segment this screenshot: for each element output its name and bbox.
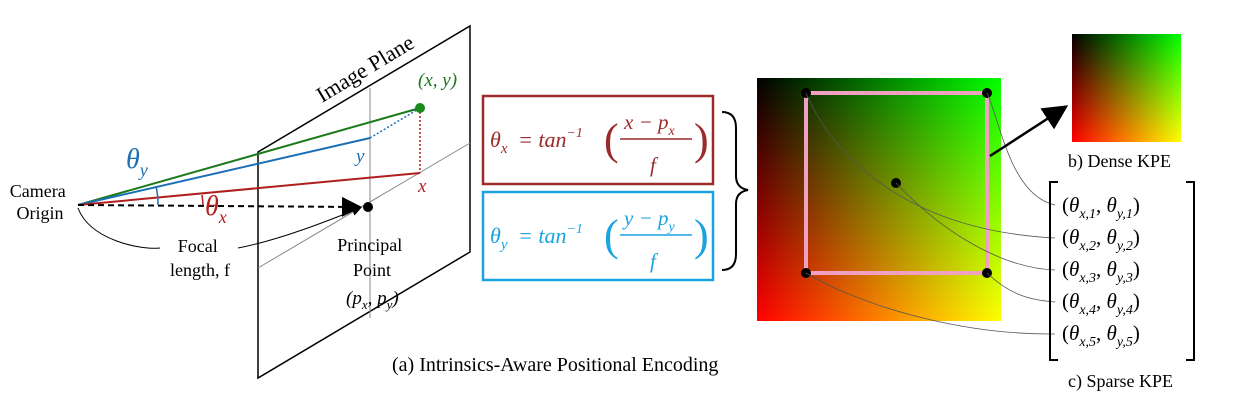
eq-x-denominator: f	[650, 153, 659, 177]
eq-y-denominator: f	[650, 249, 659, 273]
curly-brace	[721, 111, 749, 271]
theta-y-arc	[155, 185, 159, 206]
focal-length-curve	[77, 207, 161, 249]
theta-x-label: θx	[205, 191, 227, 227]
sparse-kpe-entry: (θx,1, θy,1)	[1062, 193, 1140, 222]
eq-y-func: = tan−1	[518, 222, 583, 248]
dense-caption: b) Dense KPE	[1068, 151, 1171, 172]
focal-length-label: Focal length, f	[170, 236, 230, 280]
eq-y-numerator: y − py	[622, 206, 676, 235]
eq-y-paren-left: (	[604, 211, 619, 260]
sparse-link-2	[805, 92, 1056, 239]
sparse-list: (θx,1, θy,1) (θx,2, θy,2) (θx,3, θy,3) (θx,…	[1062, 193, 1140, 350]
encoding-map	[757, 78, 1056, 335]
sparse-kpe-entry: (θx,2, θy,2)	[1062, 225, 1140, 254]
sparse-kpe-entry: (θx,3, θy,3)	[1062, 257, 1140, 286]
ray-green	[77, 107, 421, 206]
dense-kpe: b) Dense KPE	[1068, 34, 1181, 172]
image-point-label: (x, y)	[418, 70, 457, 91]
eq-x-paren-left: (	[604, 115, 619, 164]
equation-box-x	[481, 94, 715, 186]
image-plane-label: Image Plane	[312, 30, 419, 108]
eq-x-paren-right: )	[694, 115, 709, 164]
x-label: x	[417, 176, 427, 197]
crop-box	[804, 91, 989, 275]
camera-model: Image Plane (x, y) θy θx y x Camera	[10, 24, 471, 380]
focal-length-curve-2	[237, 206, 362, 249]
camera-origin-label: Camera Origin	[10, 181, 70, 223]
sparse-link-4	[986, 272, 1056, 303]
equation-theta-x: θx = tan−1 ( x − px f )	[481, 94, 715, 186]
optical-axis	[77, 196, 362, 217]
sparse-kpe-entry: (θx,5, θy,5)	[1062, 321, 1140, 350]
equation-box-y	[481, 190, 715, 282]
y-label: y	[354, 146, 365, 167]
main-caption: (a) Intrinsics-Aware Positional Encoding	[392, 354, 718, 376]
sparse-link-5	[805, 272, 1056, 335]
ray-red	[77, 172, 421, 206]
eq-x-func: = tan−1	[518, 126, 583, 152]
sparse-bracket-right	[1186, 181, 1195, 361]
eq-x-numerator: x − px	[623, 110, 676, 139]
principal-point	[363, 202, 373, 212]
eq-x-lhs: θx	[490, 127, 508, 157]
sparse-link-3	[895, 182, 1056, 271]
dense-gradient-v	[1072, 34, 1181, 142]
dense-arrow	[989, 105, 1069, 158]
ray-blue	[77, 137, 371, 206]
principal-point-coords: (px, py)	[346, 288, 399, 312]
sparse-kpe-entry: (θx,4, θy,4)	[1062, 289, 1140, 318]
image-plane	[257, 24, 471, 380]
image-point	[415, 103, 425, 113]
eq-y-paren-right: )	[694, 211, 709, 260]
encoding-gradient-v	[757, 78, 1001, 321]
sparse-link-1	[986, 92, 1056, 206]
eq-y-lhs: θy	[490, 223, 508, 253]
sparse-kpe: (θx,1, θy,1) (θx,2, θy,2) (θx,3, θy,3) (θx,…	[1049, 181, 1195, 392]
theta-y-label: θy	[126, 144, 148, 180]
sparse-bracket-left	[1049, 181, 1058, 361]
proj-blue	[369, 107, 421, 139]
principal-point-label: Principal Point	[337, 235, 407, 280]
theta-x-arc	[201, 194, 204, 206]
equation-theta-y: θy = tan−1 ( y − py f )	[481, 190, 715, 282]
sparse-caption: c) Sparse KPE	[1068, 371, 1173, 392]
